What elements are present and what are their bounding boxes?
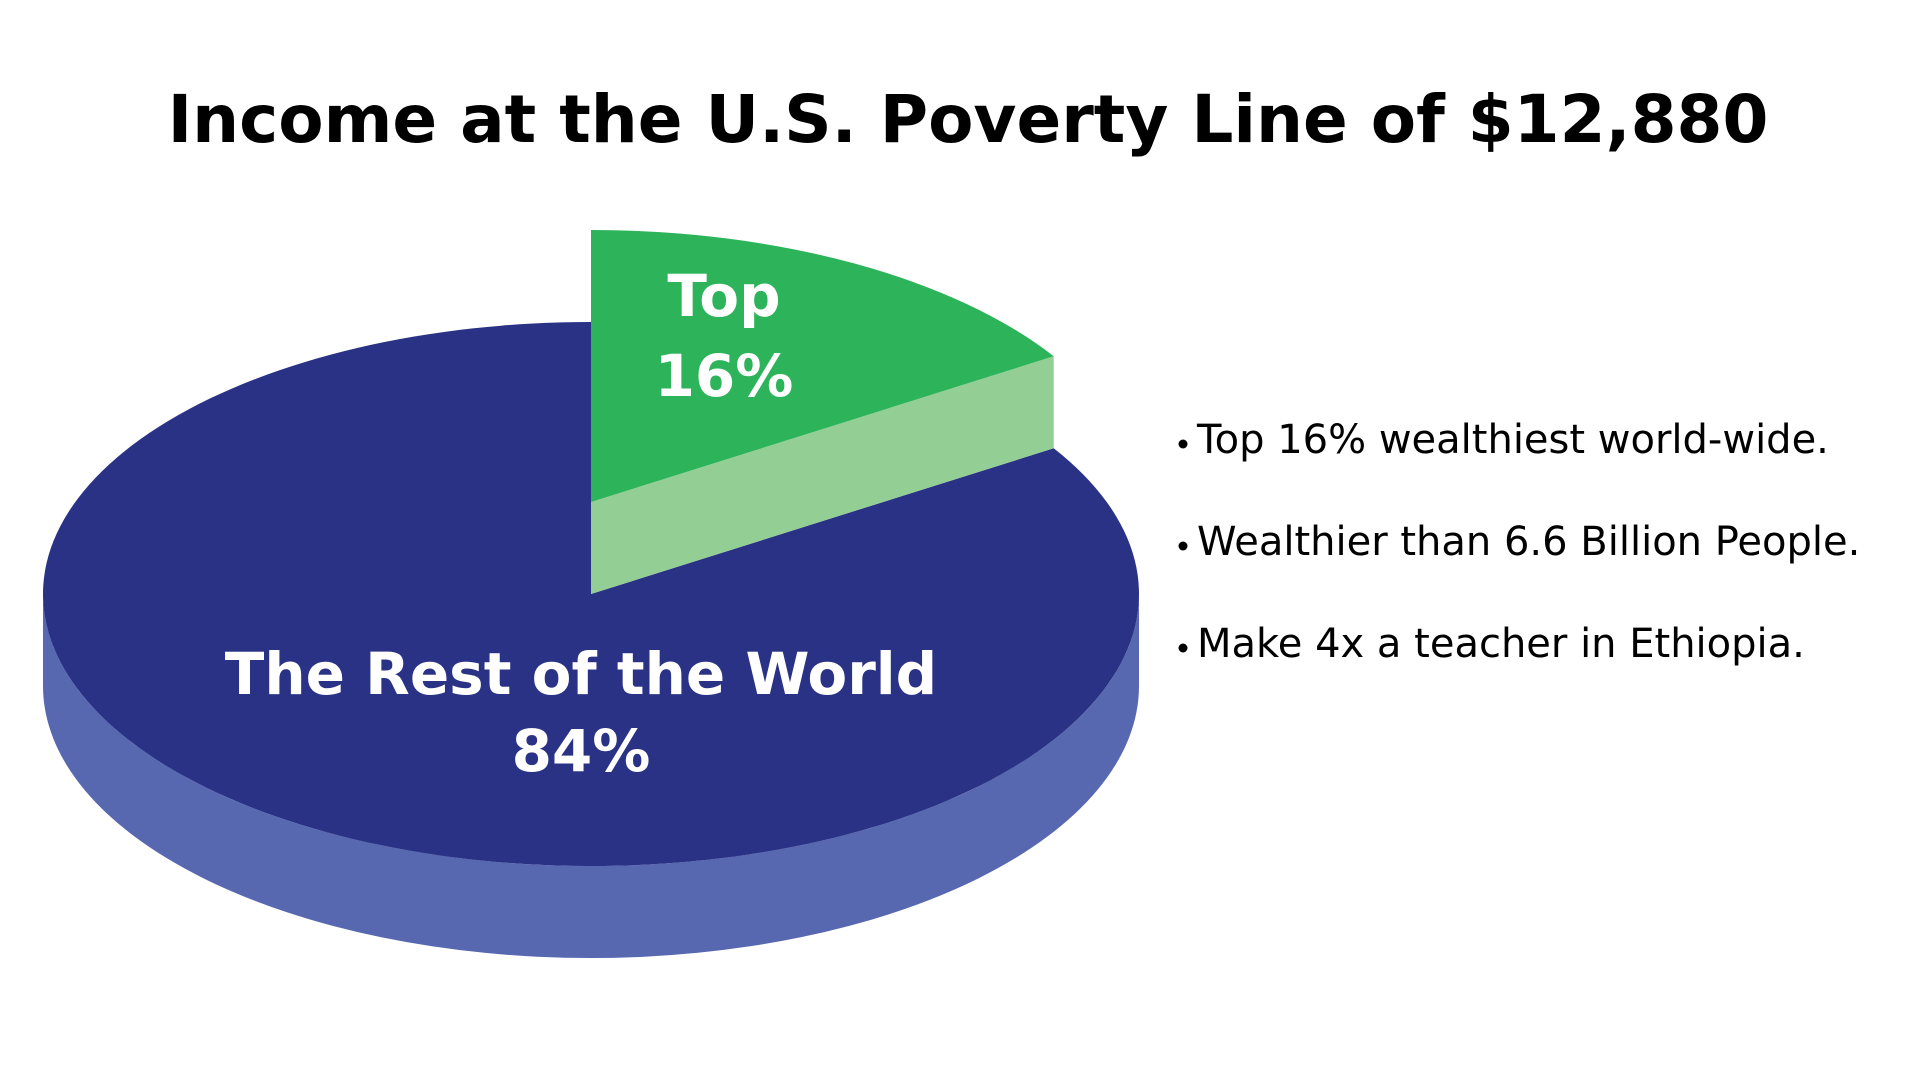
chart-title: Income at the U.S. Poverty Line of $12,8…	[168, 81, 1769, 158]
pie-slice	[591, 230, 1054, 502]
annotation: Top 16% wealthiest world-wide.	[1196, 417, 1829, 463]
annotation: Make 4x a teacher in Ethiopia.	[1197, 621, 1805, 667]
annotation: Wealthier than 6.6 Billion People.	[1197, 519, 1860, 565]
pie-cut-face	[591, 356, 1054, 594]
slice-label: The Rest of the World	[225, 640, 937, 708]
slice-label: Top	[667, 262, 780, 330]
slice-value-label: 84%	[512, 717, 651, 785]
bullet	[1178, 643, 1188, 653]
slice-value-label: 16%	[655, 342, 794, 410]
pie-slice	[42, 322, 1139, 866]
bullet	[1178, 541, 1188, 551]
bullet	[1178, 439, 1188, 449]
pie-side	[43, 594, 1139, 958]
